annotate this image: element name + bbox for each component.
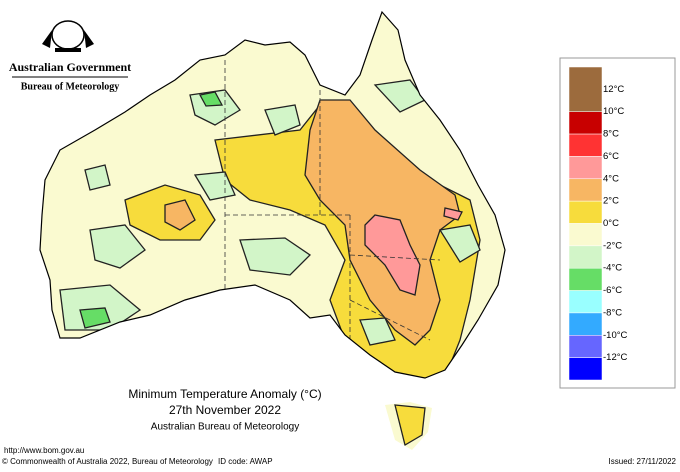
legend-swatch <box>568 66 603 112</box>
footer-url[interactable]: http://www.bom.gov.au <box>4 446 84 455</box>
legend-label: 10°C <box>603 106 624 117</box>
legend-label: -6°C <box>603 285 622 296</box>
government-name: Australian Government <box>9 60 131 74</box>
legend-label: 12°C <box>603 84 624 95</box>
legend-swatch <box>568 357 603 381</box>
legend-label: 8°C <box>603 129 619 140</box>
legend-label: -10°C <box>603 330 628 341</box>
map-date: 27th November 2022 <box>169 403 281 417</box>
footer-issued: Issued: 27/11/2022 <box>609 457 677 466</box>
crest <box>42 20 94 52</box>
legend-swatch <box>568 111 603 135</box>
legend-label: -8°C <box>603 307 622 318</box>
legend-label: -12°C <box>603 352 628 363</box>
legend-swatch <box>568 267 603 291</box>
legend-label: -4°C <box>603 263 622 274</box>
legend-swatch <box>568 200 603 224</box>
bureau-name: Bureau of Meteorology <box>21 81 120 92</box>
legend-swatch <box>568 223 603 247</box>
legend-label: -2°C <box>603 240 622 251</box>
legend-label: 6°C <box>603 151 619 162</box>
map-title: Minimum Temperature Anomaly (°C) <box>128 387 321 401</box>
legend: 12°C 10°C 8°C 6°C 4°C 2°C 0°C -2°C -4°C -6°C -8°C -… <box>559 57 676 389</box>
footer-copyright: © Commonwealth of Australia 2022, Bureau… <box>2 457 213 466</box>
footer-id: ID code: AWAP <box>218 457 273 466</box>
legend-label: 0°C <box>603 218 619 229</box>
legend-swatch <box>568 133 603 157</box>
legend-swatch <box>568 245 603 269</box>
legend-swatch <box>568 335 603 358</box>
legend-label: 4°C <box>603 173 619 184</box>
legend-label: 2°C <box>603 196 619 207</box>
legend-swatch <box>568 156 603 180</box>
legend-swatch <box>568 290 603 314</box>
legend-swatch <box>568 312 603 336</box>
legend-swatch <box>568 178 603 202</box>
map-source: Australian Bureau of Meteorology <box>151 422 299 433</box>
